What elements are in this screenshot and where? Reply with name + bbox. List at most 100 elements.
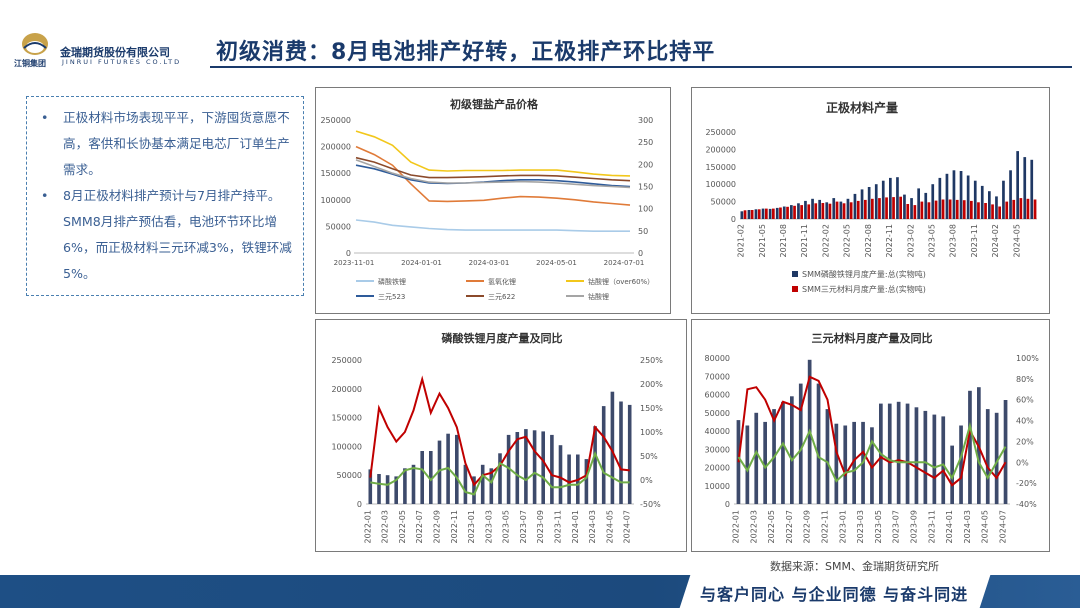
y-left-tick-label: 30000 [705,445,730,454]
bar [1009,170,1012,219]
bar [480,464,485,504]
y-left-tick-label: 200000 [320,143,351,152]
bar [1002,180,1005,219]
x-tick-label: 2023-01 [838,510,847,543]
bar [750,210,754,219]
x-tick-label: 2022-01 [731,510,740,543]
series-line [355,130,631,177]
company-logo: 江铜集团 金瑞期货股份有限公司 JINRUI FUTURES CO.LTD [14,30,214,74]
logo-mark [22,33,48,55]
x-tick-label: 2024-07-01 [604,259,645,267]
y-right-tick-label: 100% [640,428,663,437]
bar [1023,157,1027,219]
y-left-tick-label: 150000 [705,163,736,172]
bar [610,391,615,504]
bar [839,201,843,219]
x-tick-label: 2022-11 [450,510,459,543]
bar [867,187,871,219]
footer-slogan: 与客户同心 与企业同德 与奋斗同进 [700,585,969,604]
company-name: 金瑞期货股份有限公司 [60,46,170,59]
x-tick-label: 2022-01 [363,510,372,543]
y-right-tick-label: 0% [1016,458,1029,467]
x-tick-label: 2024-03 [963,510,972,543]
bar [885,197,888,219]
chart-title: 正极材料产量 [826,100,898,115]
bar [411,464,416,504]
bar [601,406,606,504]
chart-lithium-prices-svg: 初级锂盐产品价格 0 50000 100000 150000 200000 250000 0 5… [320,97,654,301]
y-left-tick-label: 100000 [331,442,362,451]
y-right-tick-label: 100 [638,205,653,214]
bar [772,208,775,219]
bar [768,208,772,219]
x-tick-label: 2022-03 [381,510,390,543]
x-tick-label: 2024-01 [945,510,954,543]
x-tick-label: 2023-11-01 [334,259,375,267]
y-left-tick-label: 50000 [337,471,362,480]
bar [765,208,768,219]
bar [747,210,751,219]
x-tick-label: 2023-11 [554,510,563,543]
bar [970,200,973,219]
bar [757,209,761,219]
bar [959,171,963,219]
y-left-tick-label: 80000 [705,354,730,363]
bullet-mark: • [41,188,49,203]
bar [952,170,956,219]
bar [860,189,864,219]
bar [871,198,874,219]
bar [917,188,920,219]
x-tick-label: 2024-03 [588,510,597,543]
bar [814,203,818,219]
bar [842,203,846,219]
bar [821,203,825,219]
y-left-tick-label: 50000 [326,222,351,231]
company-name-en: JINRUI FUTURES CO.LTD [62,58,182,66]
bar [811,198,814,219]
bar [1005,201,1009,219]
bar [905,403,910,504]
legend-swatch [792,271,798,277]
y-left-tick-label: 250000 [320,116,351,125]
chart-ternary-monthly-svg: 三元材料月度产量及同比 0 10000 20000 30000 40000 50000 600… [705,331,1040,543]
bar [593,426,597,504]
bar [846,198,850,219]
bar [754,412,759,505]
y-left-tick-label: 200000 [705,145,736,154]
chart-cathode-output-svg: 正极材料产量 0 50000 100000 150000 200000 250000 2021… [705,100,1037,294]
bar [775,207,779,219]
data-source: 数据来源：SMM、金瑞期货研究所 [770,560,939,573]
bar [968,390,972,504]
header: 江铜集团 金瑞期货股份有限公司 JINRUI FUTURES CO.LTD 初级… [0,0,1080,74]
legend-label: SMM磷酸铁锂月度产量:总(实物吨) [802,269,926,279]
bar [498,453,502,504]
bar [906,204,910,219]
series-line [355,164,631,188]
x-tick-label: 2024-01 [571,510,580,543]
chart-cathode-output: 正极材料产量 0 50000 100000 150000 200000 250000 2021… [691,87,1050,314]
bar [832,198,836,219]
y-right-tick-label: -40% [1016,500,1037,509]
bar [761,208,765,219]
legend-swatch [792,286,798,292]
bar [977,202,980,219]
bar [368,469,373,504]
x-tick-label: 2023-05 [874,510,883,543]
y-right-tick-label: 250 [638,138,653,147]
x-tick-label: 2023-11 [927,510,936,543]
bar [1019,198,1023,219]
x-tick-label: 2024-01-01 [401,259,442,267]
bar [941,416,946,504]
y-left-tick-label: 40000 [705,427,730,436]
chart-title: 三元材料月度产量及同比 [812,331,933,345]
bullet-item: • 8月正极材料排产预计与7月排产持平。SMM8月排产预估看，电池环节环比增6%… [41,183,293,287]
bar [1030,159,1034,219]
bar [849,202,853,219]
bullet-text: 8月正极材料排产预计与7月排产持平。SMM8月排产预估看，电池环节环比增6%，而… [63,188,292,281]
legend-label: 氢氧化锂 [488,277,516,286]
bar [864,199,867,219]
series-line [737,421,1007,483]
bar [985,409,990,504]
y-right-tick-label: -20% [1016,479,1037,488]
bar [941,199,945,219]
